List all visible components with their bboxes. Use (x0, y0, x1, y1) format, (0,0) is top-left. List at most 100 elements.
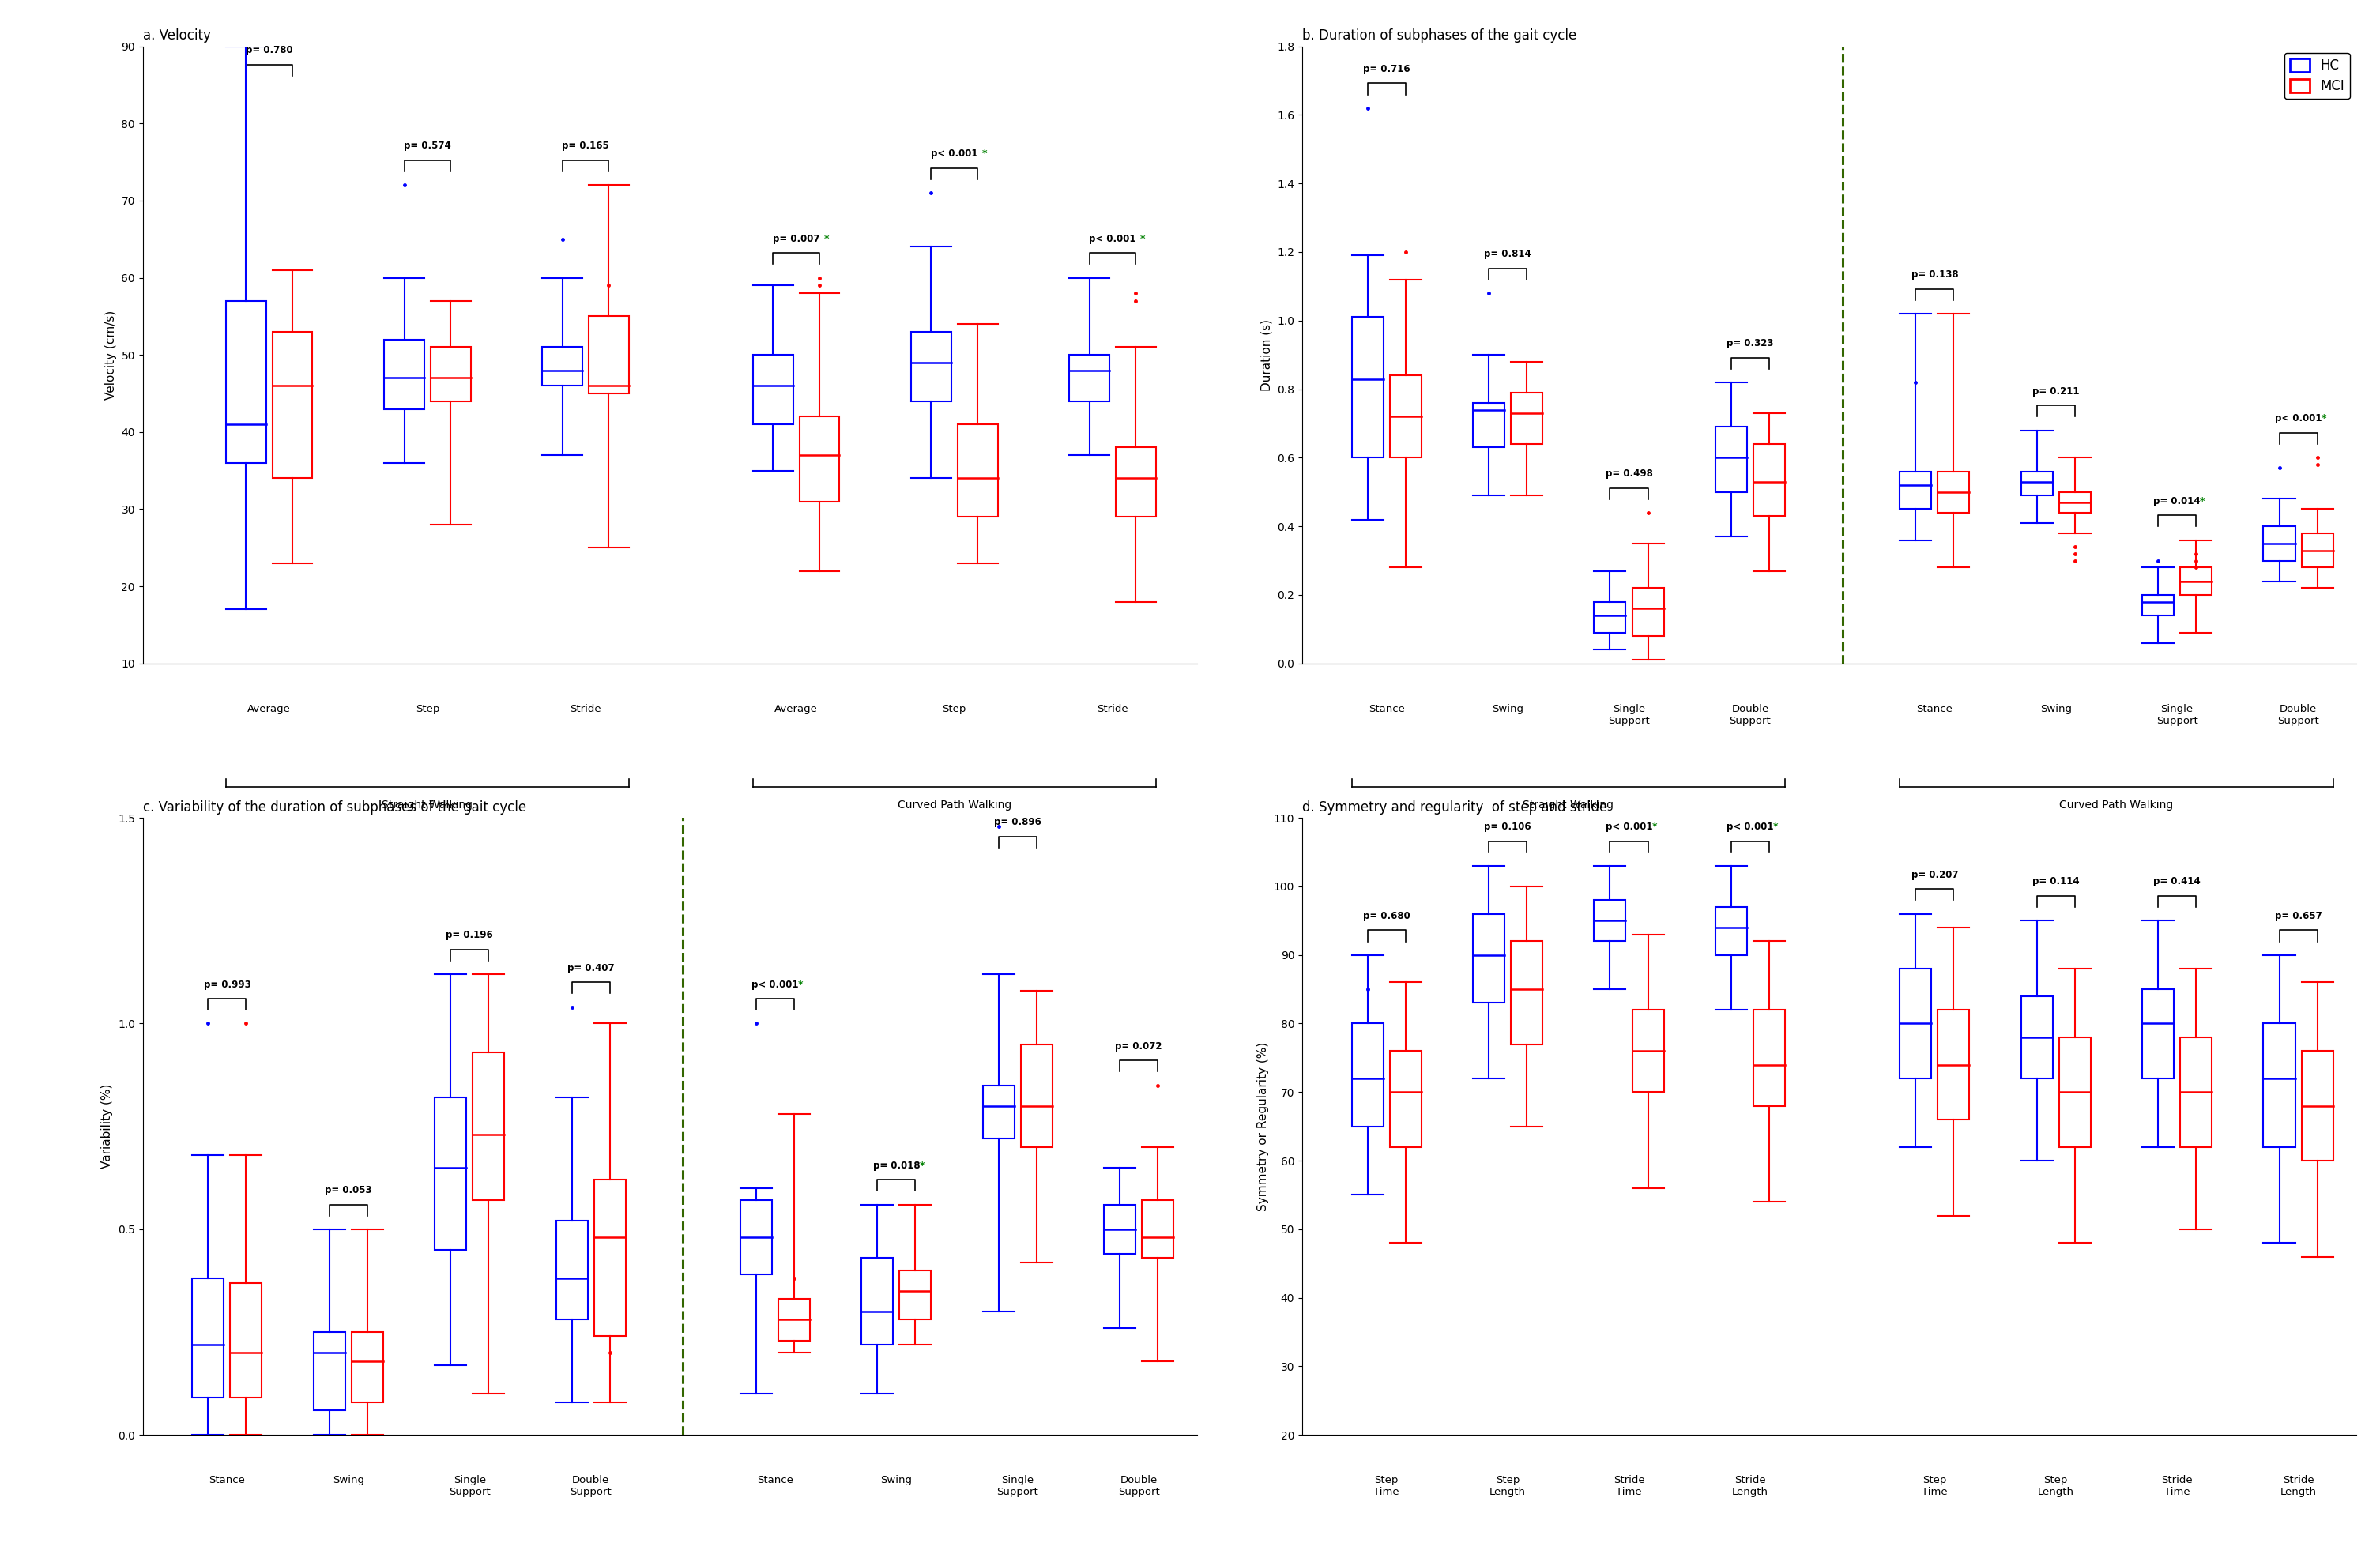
Text: Stride: Stride (1097, 704, 1128, 714)
Bar (983, 1085, 1014, 1139)
Text: *: * (1140, 233, 1145, 244)
Text: p= 0.053: p= 0.053 (324, 1185, 371, 1196)
Text: Average: Average (774, 704, 819, 714)
Text: p= 0.780: p= 0.780 (245, 45, 293, 56)
Text: p= 0.114: p= 0.114 (2033, 876, 2080, 887)
Text: p= 0.993: p= 0.993 (205, 980, 250, 989)
Bar (1716, 427, 1747, 492)
Text: p= 0.165: p= 0.165 (562, 140, 609, 151)
Text: Straight Walking: Straight Walking (1523, 799, 1614, 810)
Text: p= 0.007: p= 0.007 (774, 233, 819, 244)
Y-axis label: Symmetry or Regularity (%): Symmetry or Regularity (%) (1257, 1042, 1269, 1211)
Bar (226, 301, 267, 463)
Bar (436, 1097, 466, 1250)
Bar (1021, 1045, 1052, 1146)
Text: p= 0.138: p= 0.138 (1911, 270, 1959, 279)
Text: p< 0.001: p< 0.001 (1090, 233, 1135, 244)
Text: *: * (2320, 414, 2325, 424)
Text: Stride
Time: Stride Time (1614, 1475, 1645, 1497)
Bar (2142, 989, 2173, 1079)
Text: Swing: Swing (2040, 704, 2071, 714)
Text: p= 0.014: p= 0.014 (2154, 495, 2202, 506)
Text: Straight Walking: Straight Walking (381, 799, 474, 810)
Text: p< 0.001: p< 0.001 (1606, 821, 1652, 832)
Bar (1754, 1009, 1785, 1106)
Bar (2180, 1037, 2211, 1146)
Bar (2263, 1023, 2294, 1146)
Text: Single
Support: Single Support (997, 1475, 1038, 1497)
Text: Stance: Stance (209, 1475, 245, 1486)
Bar (1899, 969, 1933, 1079)
Bar (193, 1279, 224, 1398)
Text: Stride
Time: Stride Time (2161, 1475, 2192, 1497)
Bar (1595, 900, 1626, 941)
Text: Average: Average (248, 704, 290, 714)
Bar (1633, 1009, 1664, 1092)
Bar (2021, 472, 2052, 495)
Bar (588, 316, 628, 393)
Bar (862, 1258, 892, 1344)
Bar (543, 347, 583, 386)
Text: Step
Time: Step Time (1921, 1475, 1947, 1497)
Y-axis label: Variability (%): Variability (%) (102, 1085, 114, 1168)
Bar (1104, 1205, 1135, 1254)
Text: p= 0.106: p= 0.106 (1485, 821, 1530, 832)
Bar (2301, 1051, 2332, 1160)
Bar (1390, 1051, 1421, 1146)
Text: Single
Support: Single Support (1609, 704, 1649, 725)
Bar (1511, 941, 1542, 1045)
Bar (314, 1332, 345, 1410)
Text: Curved Path Walking: Curved Path Walking (897, 799, 1012, 810)
Bar (271, 332, 312, 478)
Bar (778, 1299, 809, 1341)
Text: p= 0.414: p= 0.414 (2154, 876, 2202, 887)
Text: p= 0.323: p= 0.323 (1725, 338, 1773, 349)
Bar (474, 1052, 505, 1200)
Bar (231, 1282, 262, 1398)
Bar (431, 347, 471, 401)
Bar (2059, 492, 2090, 512)
Text: Stride: Stride (569, 704, 602, 714)
Legend: HC, MCI: HC, MCI (2285, 52, 2349, 99)
Text: Stride
Length: Stride Length (2280, 1475, 2316, 1497)
Bar (957, 424, 997, 517)
Text: Swing: Swing (1492, 704, 1523, 714)
Bar (912, 332, 952, 401)
Text: p< 0.001: p< 0.001 (1725, 821, 1773, 832)
Text: Stride
Length: Stride Length (1733, 1475, 1768, 1497)
Bar (557, 1221, 588, 1319)
Bar (1754, 444, 1785, 515)
Text: *: * (1773, 821, 1778, 832)
Text: p< 0.001: p< 0.001 (2275, 414, 2323, 424)
Text: Double
Support: Double Support (2278, 704, 2318, 725)
Text: Stance: Stance (1368, 704, 1404, 714)
Text: c. Variability of the duration of subphases of the gait cycle: c. Variability of the duration of subpha… (143, 801, 526, 815)
Bar (1633, 588, 1664, 636)
Bar (752, 355, 793, 424)
Text: *: * (823, 233, 828, 244)
Bar (1716, 907, 1747, 955)
Text: Swing: Swing (333, 1475, 364, 1486)
Text: Step
Length: Step Length (1490, 1475, 1526, 1497)
Text: b. Duration of subphases of the gait cycle: b. Duration of subphases of the gait cyc… (1302, 29, 1576, 43)
Text: Single
Support: Single Support (2156, 704, 2197, 725)
Text: Double
Support: Double Support (1119, 1475, 1159, 1497)
Text: d. Symmetry and regularity  of step and stride: d. Symmetry and regularity of step and s… (1302, 801, 1606, 815)
Bar (1473, 913, 1504, 1003)
Y-axis label: Duration (s): Duration (s) (1261, 319, 1273, 390)
Bar (1937, 1009, 1968, 1120)
Bar (1595, 602, 1626, 633)
Text: *: * (2199, 495, 2204, 506)
Bar (2059, 1037, 2090, 1146)
Text: Step: Step (942, 704, 966, 714)
Bar (2301, 534, 2332, 568)
Text: *: * (1652, 821, 1656, 832)
Bar (1511, 392, 1542, 444)
Text: Stance: Stance (1916, 704, 1952, 714)
Bar (740, 1200, 771, 1275)
Bar (2180, 568, 2211, 596)
Bar (1473, 403, 1504, 447)
Text: p= 0.657: p= 0.657 (2275, 910, 2323, 921)
Text: p= 0.407: p= 0.407 (566, 963, 614, 974)
Bar (1116, 447, 1157, 517)
